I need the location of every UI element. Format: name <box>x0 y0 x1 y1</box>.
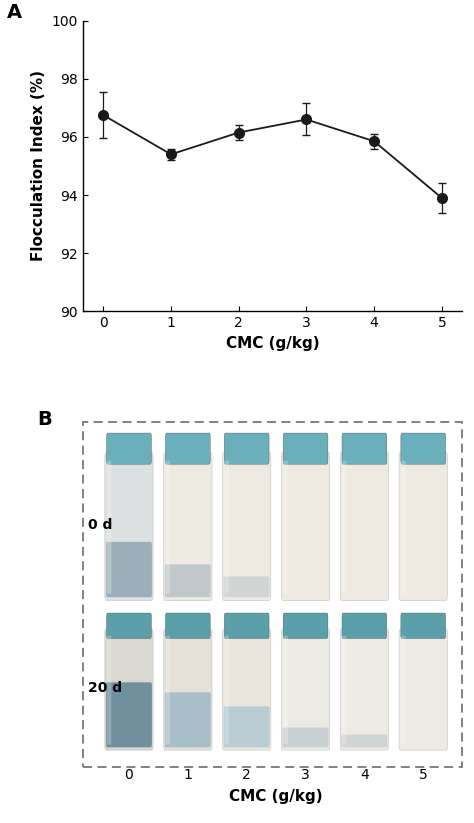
FancyBboxPatch shape <box>165 635 170 745</box>
FancyBboxPatch shape <box>401 635 406 745</box>
FancyBboxPatch shape <box>165 692 211 747</box>
X-axis label: CMC (g/kg): CMC (g/kg) <box>226 336 319 351</box>
FancyBboxPatch shape <box>107 433 151 464</box>
FancyBboxPatch shape <box>223 452 271 601</box>
Text: CMC (g/kg): CMC (g/kg) <box>229 789 323 804</box>
FancyBboxPatch shape <box>342 461 346 593</box>
FancyBboxPatch shape <box>223 629 271 750</box>
FancyBboxPatch shape <box>224 635 229 745</box>
FancyBboxPatch shape <box>224 576 270 597</box>
Text: 5: 5 <box>419 768 428 782</box>
FancyBboxPatch shape <box>224 433 269 464</box>
FancyBboxPatch shape <box>401 613 446 639</box>
Text: 0: 0 <box>125 768 133 782</box>
FancyBboxPatch shape <box>399 452 447 601</box>
FancyBboxPatch shape <box>165 613 210 639</box>
Text: A: A <box>7 3 22 22</box>
FancyBboxPatch shape <box>107 461 111 593</box>
FancyBboxPatch shape <box>342 433 387 464</box>
FancyBboxPatch shape <box>341 735 387 747</box>
FancyBboxPatch shape <box>283 613 328 639</box>
FancyBboxPatch shape <box>164 452 212 601</box>
Text: 3: 3 <box>301 768 310 782</box>
FancyBboxPatch shape <box>107 635 111 745</box>
FancyBboxPatch shape <box>399 629 447 750</box>
FancyBboxPatch shape <box>165 461 170 593</box>
FancyBboxPatch shape <box>340 452 389 601</box>
FancyBboxPatch shape <box>342 613 387 639</box>
FancyBboxPatch shape <box>224 613 269 639</box>
Text: 2: 2 <box>242 768 251 782</box>
FancyBboxPatch shape <box>106 682 152 747</box>
FancyBboxPatch shape <box>282 629 329 750</box>
FancyBboxPatch shape <box>401 461 406 593</box>
FancyBboxPatch shape <box>283 433 328 464</box>
FancyBboxPatch shape <box>105 452 153 601</box>
Text: B: B <box>37 410 52 429</box>
FancyBboxPatch shape <box>282 452 329 601</box>
Text: 1: 1 <box>183 768 192 782</box>
FancyBboxPatch shape <box>401 433 446 464</box>
Text: 4: 4 <box>360 768 369 782</box>
FancyBboxPatch shape <box>106 542 152 597</box>
FancyBboxPatch shape <box>342 635 346 745</box>
FancyBboxPatch shape <box>224 706 270 747</box>
FancyBboxPatch shape <box>340 629 389 750</box>
FancyBboxPatch shape <box>164 629 212 750</box>
FancyBboxPatch shape <box>105 629 153 750</box>
FancyBboxPatch shape <box>283 728 328 747</box>
FancyBboxPatch shape <box>165 433 210 464</box>
FancyBboxPatch shape <box>283 635 288 745</box>
Text: 0 d: 0 d <box>88 518 112 532</box>
FancyBboxPatch shape <box>107 613 151 639</box>
Text: 20 d: 20 d <box>88 681 122 695</box>
Y-axis label: Flocculation Index (%): Flocculation Index (%) <box>31 71 46 262</box>
FancyBboxPatch shape <box>283 461 288 593</box>
FancyBboxPatch shape <box>165 565 211 597</box>
FancyBboxPatch shape <box>224 461 229 593</box>
